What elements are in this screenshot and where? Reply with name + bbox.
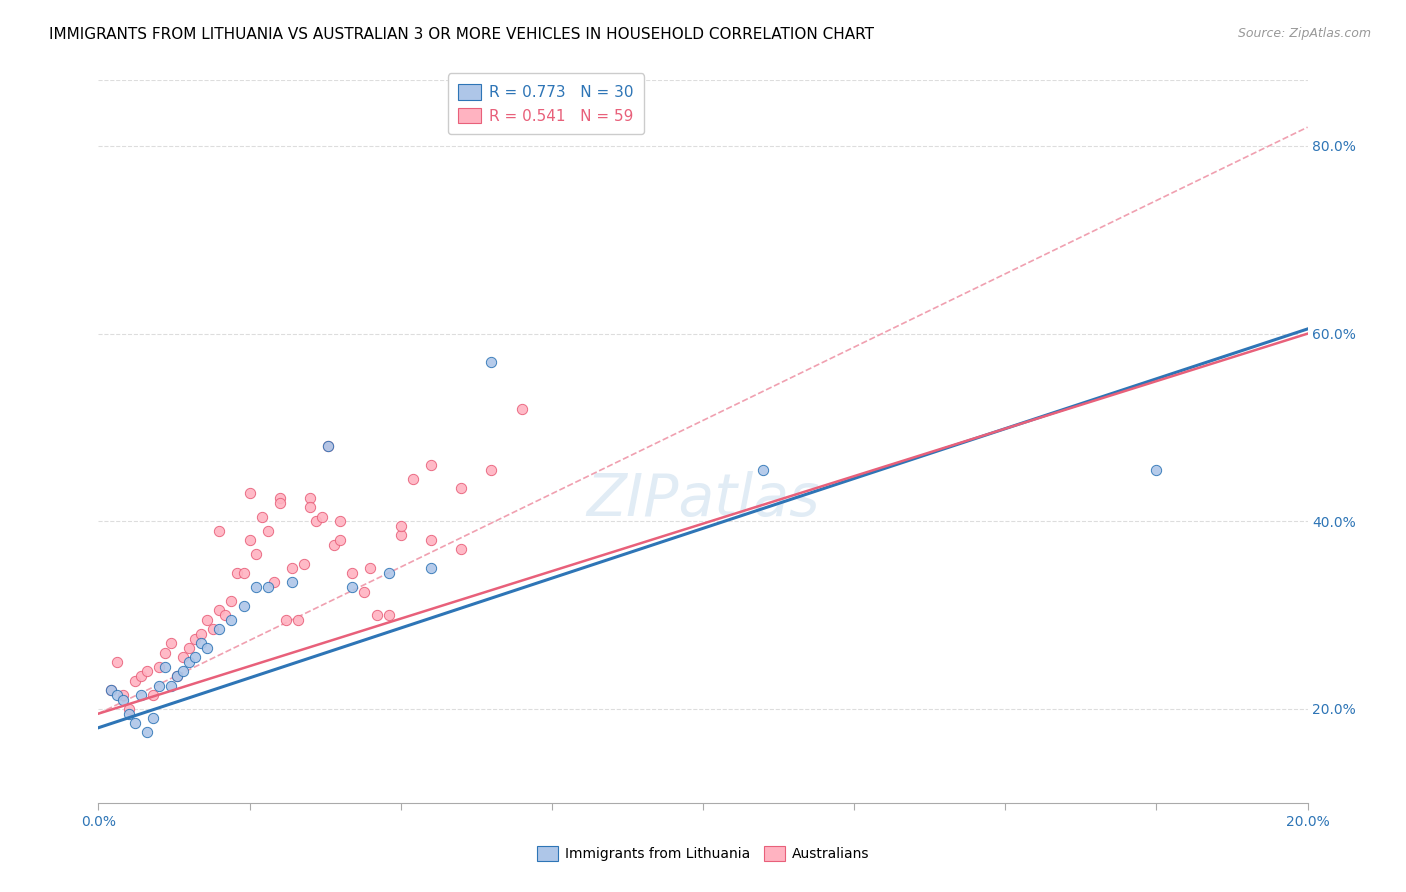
Point bbox=[366, 608, 388, 623]
Point bbox=[195, 640, 218, 655]
Point bbox=[377, 608, 399, 623]
Point bbox=[118, 706, 141, 721]
Point bbox=[263, 575, 285, 590]
Point bbox=[179, 640, 201, 655]
Point bbox=[305, 514, 328, 528]
Point bbox=[105, 688, 128, 702]
Point bbox=[481, 355, 503, 369]
Point bbox=[323, 538, 346, 552]
Point bbox=[142, 711, 165, 725]
Point bbox=[166, 669, 188, 683]
Point bbox=[226, 566, 249, 580]
Point bbox=[256, 524, 278, 538]
Point bbox=[299, 491, 322, 505]
Point bbox=[148, 679, 170, 693]
Point bbox=[274, 613, 297, 627]
Point bbox=[190, 627, 212, 641]
Point bbox=[221, 594, 243, 608]
Text: Source: ZipAtlas.com: Source: ZipAtlas.com bbox=[1237, 27, 1371, 40]
Point bbox=[245, 580, 267, 594]
Point bbox=[239, 533, 262, 547]
Point bbox=[329, 533, 352, 547]
Point bbox=[281, 561, 304, 575]
Point bbox=[239, 486, 262, 500]
Point bbox=[111, 688, 134, 702]
Point bbox=[190, 636, 212, 650]
Point bbox=[232, 599, 254, 613]
Point bbox=[208, 603, 231, 617]
Point bbox=[153, 659, 176, 673]
Point bbox=[299, 500, 322, 515]
Point bbox=[142, 688, 165, 702]
Point bbox=[129, 688, 152, 702]
Point bbox=[100, 683, 122, 698]
Point bbox=[1144, 463, 1167, 477]
Point bbox=[311, 509, 333, 524]
Point bbox=[420, 458, 443, 472]
Point bbox=[292, 557, 315, 571]
Point bbox=[118, 702, 141, 716]
Point bbox=[329, 514, 352, 528]
Point bbox=[420, 561, 443, 575]
Point bbox=[342, 580, 364, 594]
Point bbox=[184, 632, 207, 646]
Point bbox=[221, 613, 243, 627]
Point bbox=[172, 665, 194, 679]
Point bbox=[124, 716, 146, 731]
Point bbox=[389, 519, 412, 533]
Point bbox=[250, 509, 273, 524]
Legend: Immigrants from Lithuania, Australians: Immigrants from Lithuania, Australians bbox=[530, 839, 876, 868]
Point bbox=[287, 613, 309, 627]
Point bbox=[105, 655, 128, 669]
Point bbox=[402, 472, 425, 486]
Point bbox=[160, 636, 183, 650]
Point bbox=[245, 547, 267, 561]
Point bbox=[172, 650, 194, 665]
Point bbox=[353, 584, 375, 599]
Point bbox=[420, 533, 443, 547]
Text: ZIPatlas: ZIPatlas bbox=[586, 471, 820, 528]
Point bbox=[377, 566, 399, 580]
Point bbox=[100, 683, 122, 698]
Point bbox=[481, 463, 503, 477]
Point bbox=[166, 669, 188, 683]
Point bbox=[184, 650, 207, 665]
Point bbox=[124, 673, 146, 688]
Point bbox=[269, 495, 291, 509]
Point bbox=[256, 580, 278, 594]
Point bbox=[148, 659, 170, 673]
Point bbox=[135, 725, 157, 739]
Text: IMMIGRANTS FROM LITHUANIA VS AUSTRALIAN 3 OR MORE VEHICLES IN HOUSEHOLD CORRELAT: IMMIGRANTS FROM LITHUANIA VS AUSTRALIAN … bbox=[49, 27, 875, 42]
Point bbox=[111, 692, 134, 706]
Point bbox=[281, 575, 304, 590]
Point bbox=[214, 608, 236, 623]
Point bbox=[450, 542, 472, 557]
Point bbox=[179, 655, 201, 669]
Point bbox=[316, 439, 339, 453]
Point bbox=[195, 613, 218, 627]
Point bbox=[160, 679, 183, 693]
Point bbox=[510, 401, 533, 416]
Point bbox=[269, 491, 291, 505]
Point bbox=[389, 528, 412, 542]
Point bbox=[153, 646, 176, 660]
Point bbox=[129, 669, 152, 683]
Point bbox=[208, 622, 231, 636]
Point bbox=[450, 482, 472, 496]
Point bbox=[752, 463, 775, 477]
Point bbox=[232, 566, 254, 580]
Point bbox=[208, 524, 231, 538]
Point bbox=[135, 665, 157, 679]
Point bbox=[202, 622, 225, 636]
Point bbox=[342, 566, 364, 580]
Point bbox=[316, 439, 339, 453]
Point bbox=[360, 561, 382, 575]
